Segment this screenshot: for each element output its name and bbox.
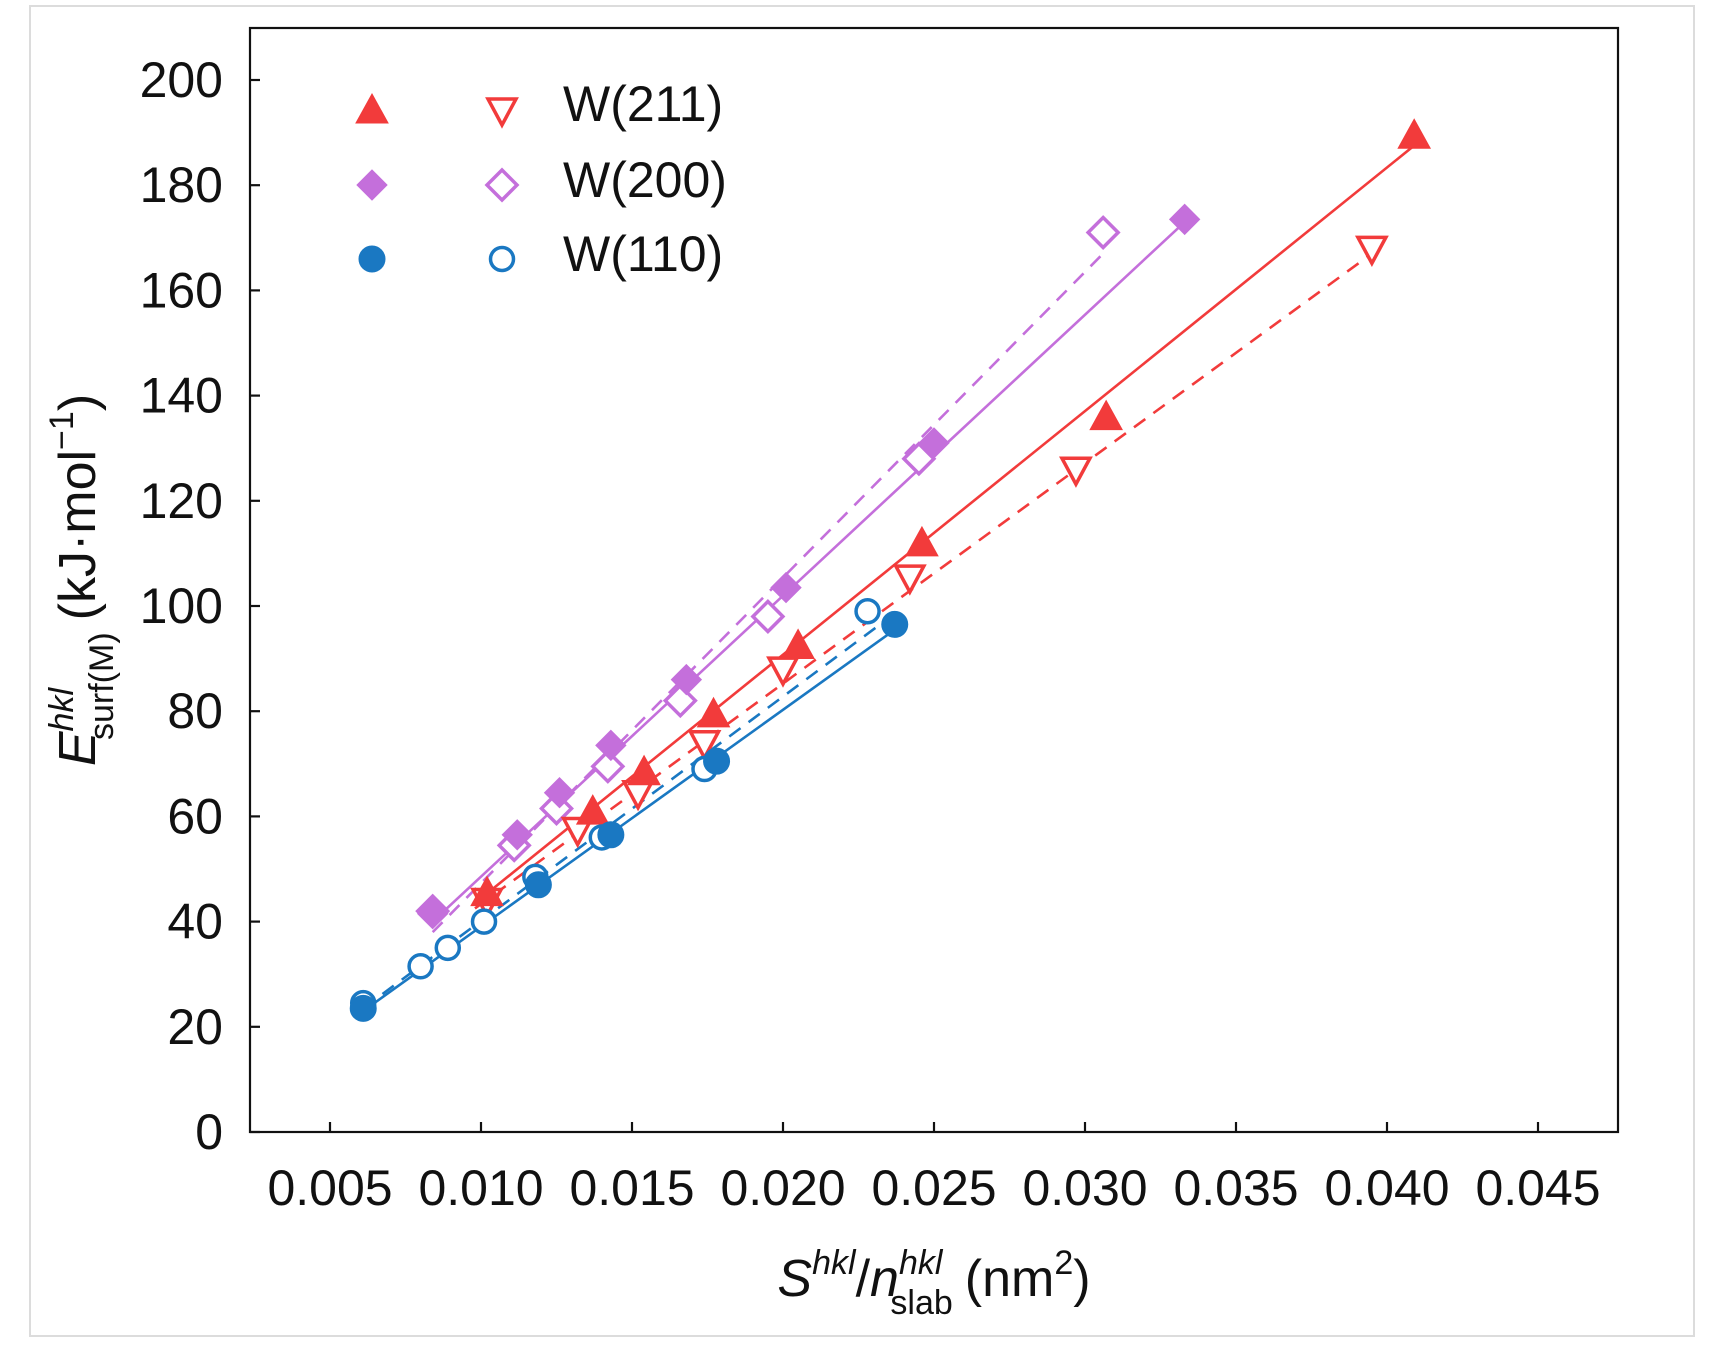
y-tick-label: 100 (140, 578, 223, 634)
x-tick-label: 0.010 (418, 1160, 543, 1216)
x-tick-label: 0.045 (1475, 1160, 1600, 1216)
data-point-w200-filled (595, 729, 627, 762)
legend-label-w110: W(110) (563, 226, 723, 282)
y-tick-label: 180 (140, 157, 223, 213)
y-tick-label: 60 (167, 788, 223, 844)
data-point-w211-filled (1089, 399, 1123, 431)
x-title-n-sup: hkl (899, 1244, 944, 1282)
data-point-w200-filled (501, 819, 533, 851)
y-tick-label: 80 (167, 683, 223, 739)
data-point-w200-filled (670, 663, 703, 696)
y-title-main: E (49, 730, 107, 766)
legend-label-w200: W(200) (563, 152, 727, 208)
data-point-w211-open (1059, 456, 1093, 488)
legend-marker-w110-open (488, 245, 516, 273)
legend-marker-w200-open (484, 167, 520, 203)
x-tick-label: 0.040 (1324, 1160, 1449, 1216)
data-point-w200-filled (416, 898, 449, 930)
y-tick-label: 200 (140, 52, 223, 108)
data-point-w110-filled (524, 871, 552, 899)
legend-label-w211: W(211) (563, 76, 723, 132)
data-point-w200-filled (918, 427, 950, 459)
x-tick-label: 0.020 (720, 1160, 845, 1216)
figure-border (29, 5, 1695, 1337)
x-title-main: S (777, 1250, 812, 1308)
fit-line-w211-filled (474, 142, 1419, 905)
data-point-w110-open (434, 934, 462, 962)
x-tick-label: 0.025 (871, 1160, 996, 1216)
y-axis-title-group: Ehklsurf(M) (kJ·mol−1) (43, 394, 121, 766)
data-point-w110-open (854, 598, 881, 625)
x-title-n: n (870, 1250, 899, 1308)
fit-line-w211-open (474, 252, 1373, 910)
legend: W(211) W(200) W(110) (355, 76, 727, 282)
y-tick-label: 20 (167, 999, 223, 1055)
data-point-w200-open (901, 441, 937, 477)
x-title-unit: (nm (965, 1250, 1055, 1308)
data-point-w200-open (750, 599, 786, 634)
data-point-w211-filled (575, 794, 610, 825)
y-title-main-sup: hkl (43, 687, 81, 732)
x-tick-label: 0.035 (1173, 1160, 1298, 1216)
data-point-w211-filled (627, 754, 661, 786)
y-axis-title: Ehklsurf(M) (kJ·mol−1) (43, 394, 121, 766)
x-tick-label: 0.005 (267, 1160, 392, 1216)
x-title-slash: / (856, 1250, 871, 1308)
x-title-unit-sup: 2 (1054, 1244, 1073, 1282)
data-point-w211-filled (1397, 118, 1432, 149)
y-title-main-sub: surf(M) (83, 632, 121, 740)
x-axis-title: Shkl/nhkl slab (nm2) (777, 1244, 1090, 1322)
data-point-w200-open (1085, 215, 1121, 251)
legend-marker-w110-filled (358, 245, 386, 273)
y-tick-label: 40 (167, 894, 223, 950)
data-point-w110-open (470, 908, 498, 935)
y-title-unit: (kJ·mol (49, 450, 107, 620)
data-markers (349, 118, 1432, 1022)
data-point-w211-open (560, 816, 595, 849)
data-point-w110-filled (597, 821, 625, 849)
data-point-w211-filled (905, 525, 939, 557)
fit-line-w200-open (431, 252, 1105, 934)
legend-marker-w211-open (485, 97, 519, 129)
y-tick-label: 160 (140, 262, 223, 318)
data-point-w211-filled (781, 628, 815, 659)
data-point-w211-open (892, 564, 927, 596)
axes: 0.005 0.010 0.015 0.020 0.025 0.030 0.035 0.040… (140, 52, 1601, 1216)
data-point-w211-filled (696, 696, 731, 728)
data-point-w110-open (407, 953, 434, 980)
x-title-unit-close: ) (1073, 1250, 1090, 1308)
data-point-w110-filled (349, 994, 377, 1022)
data-point-w110-filled (703, 747, 731, 775)
x-tick-label: 0.030 (1022, 1160, 1147, 1216)
y-title-unit-close: ) (49, 394, 107, 411)
y-title-unit-sup: −1 (43, 411, 81, 450)
data-point-w200-open (590, 748, 626, 784)
legend-markers (355, 92, 520, 273)
x-tick-label: 0.015 (569, 1160, 694, 1216)
legend-marker-w211-filled (355, 92, 389, 124)
y-tick-label: 120 (140, 473, 223, 529)
data-point-w200-filled (770, 571, 802, 604)
data-point-w211-filled (470, 875, 504, 907)
data-point-w211-open (1354, 235, 1389, 268)
legend-marker-w200-filled (356, 169, 388, 201)
y-tick-label: 140 (140, 368, 223, 424)
data-point-w110-filled (881, 610, 909, 638)
y-tick-label: 0 (195, 1104, 223, 1160)
data-point-w200-filled (543, 777, 576, 809)
x-title-main-sup: hkl (812, 1244, 857, 1282)
x-title-n-sub: slab (890, 1284, 952, 1322)
data-point-w200-filled (1168, 203, 1201, 236)
data-point-w211-open (687, 730, 722, 762)
